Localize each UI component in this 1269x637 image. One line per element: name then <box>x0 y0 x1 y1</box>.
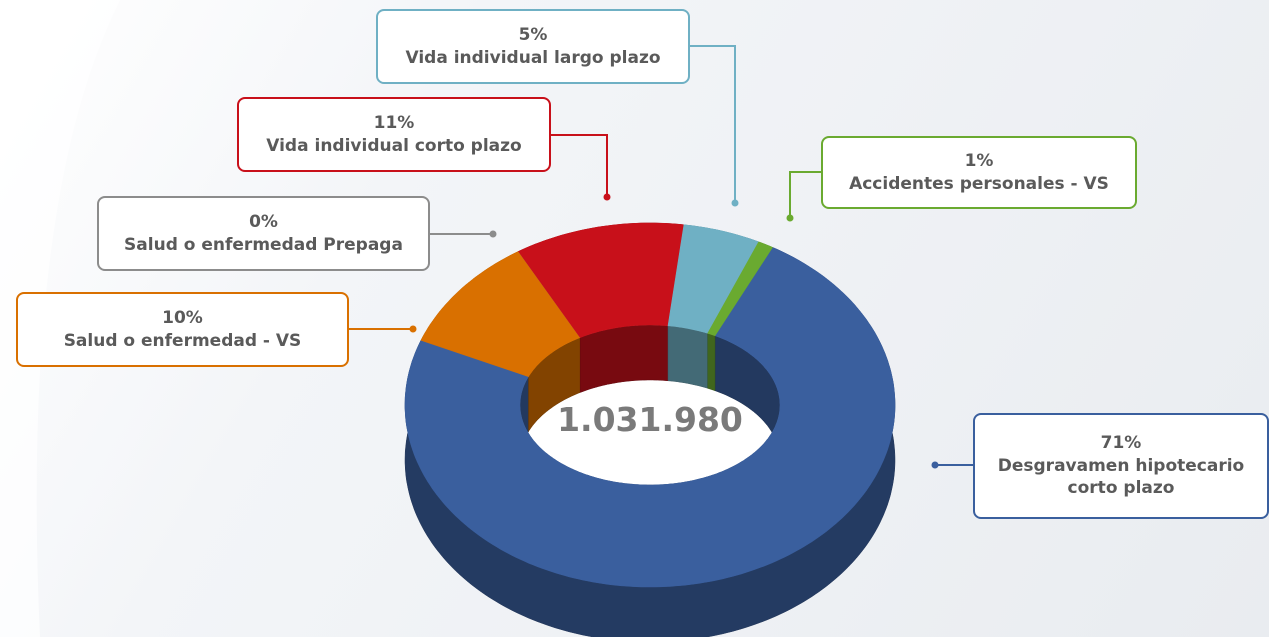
leader-line <box>551 134 608 197</box>
leader-dot <box>731 199 739 207</box>
label-percent: 11% <box>373 112 415 133</box>
leader-dot <box>786 214 794 222</box>
center-total: 1.031.980 <box>557 400 743 439</box>
label-percent: 71% <box>1100 432 1142 453</box>
leader-dot <box>931 461 939 469</box>
label-box: 0% Salud o enfermedad Prepaga <box>97 196 430 271</box>
leader-line <box>690 45 736 203</box>
inner-wall <box>707 332 716 392</box>
label-box: 11% Vida individual corto plazo <box>237 97 551 172</box>
label-percent: 10% <box>162 307 203 328</box>
leader-dot <box>489 230 497 238</box>
label-percent: 5% <box>518 24 548 45</box>
inner-wall <box>667 325 708 389</box>
leader-line <box>789 171 821 218</box>
label-name: Accidentes personales - VS <box>849 173 1109 194</box>
leader-dot <box>603 193 611 201</box>
label-box: 10% Salud o enfermedad - VS <box>16 292 349 367</box>
background-swoosh <box>0 0 120 637</box>
label-name: Vida individual largo plazo <box>405 47 661 68</box>
label-name: Salud o enfermedad Prepaga <box>124 234 403 255</box>
label-box: 71% Desgravamen hipotecario corto plazo <box>973 413 1269 519</box>
label-name: Salud o enfermedad - VS <box>63 330 302 351</box>
label-box: 1% Accidentes personales - VS <box>821 136 1137 209</box>
slice <box>707 241 773 337</box>
leader-dot <box>409 325 417 333</box>
label-percent: 0% <box>249 211 278 232</box>
label-name: Desgravamen hipotecario corto plazo <box>997 455 1245 499</box>
label-percent: 1% <box>964 150 994 171</box>
label-name: Vida individual corto plazo <box>266 135 522 156</box>
label-box: 5% Vida individual largo plazo <box>376 9 690 84</box>
